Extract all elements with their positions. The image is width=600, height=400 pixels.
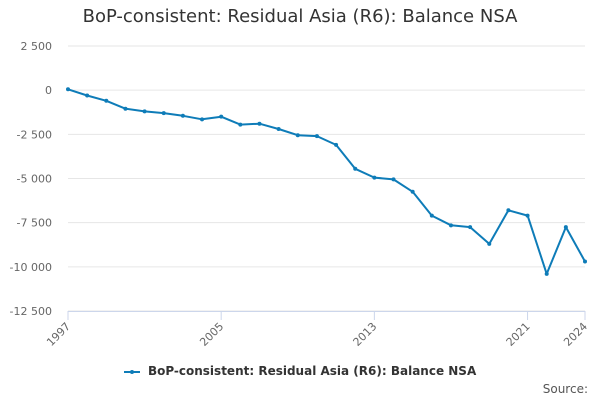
data-point[interactable] bbox=[563, 225, 568, 230]
data-point[interactable] bbox=[104, 98, 109, 103]
chart-title: BoP-consistent: Residual Asia (R6): Bala… bbox=[82, 6, 518, 27]
data-point[interactable] bbox=[238, 122, 243, 127]
data-point[interactable] bbox=[180, 113, 185, 118]
data-point[interactable] bbox=[353, 166, 358, 171]
legend-label: BoP-consistent: Residual Asia (R6): Bala… bbox=[147, 364, 477, 378]
data-point[interactable] bbox=[314, 134, 319, 139]
x-tick-label: 2021 bbox=[504, 320, 533, 349]
series-line[interactable] bbox=[67, 88, 586, 275]
data-point[interactable] bbox=[583, 259, 587, 264]
y-tick-label: -5 000 bbox=[17, 173, 52, 186]
data-point[interactable] bbox=[85, 93, 90, 98]
x-tick-label: 2013 bbox=[351, 320, 380, 349]
data-point[interactable] bbox=[257, 121, 262, 126]
y-tick-label: 2 500 bbox=[21, 40, 53, 53]
data-point[interactable] bbox=[391, 177, 396, 182]
data-point[interactable] bbox=[544, 271, 549, 276]
data-point[interactable] bbox=[525, 213, 530, 218]
data-point[interactable] bbox=[123, 106, 128, 111]
x-tick-label: 2024 bbox=[561, 320, 590, 349]
series bbox=[66, 87, 587, 276]
y-tick-label: -10 000 bbox=[10, 261, 52, 274]
data-point[interactable] bbox=[372, 175, 377, 180]
data-point[interactable] bbox=[161, 111, 166, 116]
data-point[interactable] bbox=[468, 225, 473, 230]
y-tick-label: -2 500 bbox=[17, 128, 52, 141]
y-tick-label: -7 500 bbox=[17, 217, 52, 230]
grid-lines bbox=[68, 45, 585, 312]
x-axis: 1997 2005 2013 2021 2024 bbox=[44, 311, 590, 349]
data-point[interactable] bbox=[276, 127, 281, 132]
data-point[interactable] bbox=[66, 87, 70, 92]
data-point[interactable] bbox=[334, 142, 339, 147]
legend-symbol bbox=[123, 367, 140, 377]
y-tick-label: -12 500 bbox=[10, 305, 52, 318]
x-tick-label: 2005 bbox=[197, 320, 226, 349]
data-point[interactable] bbox=[200, 117, 205, 122]
data-point[interactable] bbox=[487, 241, 492, 246]
y-tick-label: 0 bbox=[45, 84, 52, 97]
legend[interactable]: BoP-consistent: Residual Asia (R6): Bala… bbox=[0, 364, 600, 378]
data-point[interactable] bbox=[506, 208, 511, 213]
x-tick-label: 1997 bbox=[44, 320, 73, 349]
credits[interactable]: Source: bbox=[542, 382, 588, 396]
data-point[interactable] bbox=[410, 189, 415, 194]
data-point[interactable] bbox=[219, 114, 224, 119]
y-axis: 2 500 0 -2 500 -5 000 -7 500 -10 000 -12 500 bbox=[10, 40, 52, 318]
data-point[interactable] bbox=[448, 223, 453, 228]
data-point[interactable] bbox=[142, 109, 147, 114]
data-point[interactable] bbox=[429, 213, 434, 218]
data-point[interactable] bbox=[295, 133, 300, 138]
